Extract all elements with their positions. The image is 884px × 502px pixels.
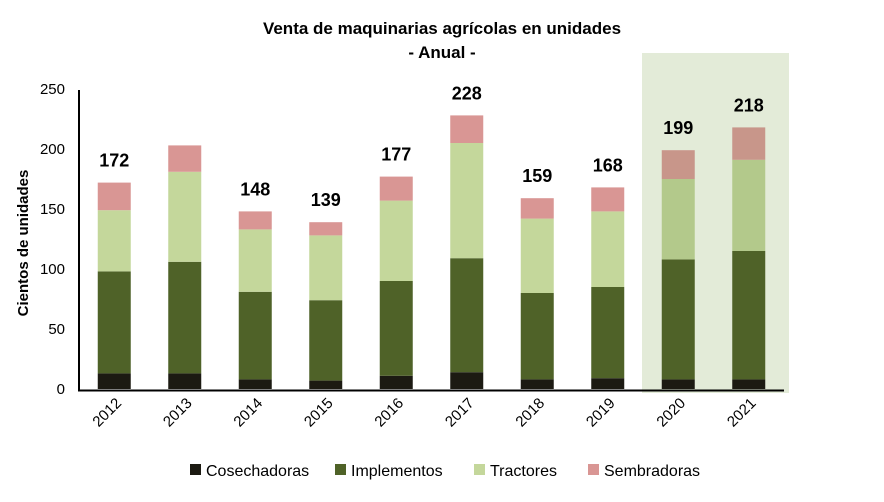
x-tick-label: 2020 <box>653 395 689 431</box>
bar-segment-sembradoras-2013 <box>168 145 202 172</box>
x-tick-label: 2014 <box>230 395 266 431</box>
y-axis-label: Cientos de unidades <box>15 170 32 317</box>
x-tick-label: 2012 <box>89 395 125 431</box>
x-tick-label: 2019 <box>583 395 619 431</box>
bar-segment-implementos-2015 <box>309 300 343 381</box>
total-label-2015: 139 <box>311 190 341 210</box>
total-label-2014: 148 <box>240 179 270 199</box>
y-axis-ticks: 0 50 100 150 200 250 <box>40 81 65 398</box>
total-labels: 172 148 139 177 228 159 168 199 218 <box>99 83 764 210</box>
legend-swatch-sembradoras <box>588 464 599 475</box>
bar-segment-tractores-2012 <box>97 210 131 272</box>
bar-segment-implementos-2016 <box>379 281 413 376</box>
chart-subtitle: - Anual - <box>408 43 475 62</box>
legend-label-implementos: Implementos <box>351 463 443 480</box>
bar-segment-tractores-2015 <box>309 235 343 301</box>
bar-segment-sembradoras-2021 <box>732 127 766 160</box>
y-tick-label: 250 <box>40 81 65 98</box>
bar-segment-implementos-2012 <box>97 271 131 374</box>
legend-label-sembradoras: Sembradoras <box>604 463 700 480</box>
x-tick-label: 2015 <box>301 395 337 431</box>
y-tick-label: 50 <box>48 321 65 338</box>
total-label-2020: 199 <box>663 118 693 138</box>
legend-swatch-cosechadoras <box>190 464 201 475</box>
x-tick-label: 2016 <box>371 395 407 431</box>
total-label-2017: 228 <box>452 83 482 103</box>
bar-segment-cosechadoras-2012 <box>97 373 131 389</box>
x-tick-label: 2018 <box>512 395 548 431</box>
bar-segment-cosechadoras-2015 <box>309 380 343 389</box>
bar-segment-cosechadoras-2016 <box>379 375 413 389</box>
legend: Cosechadoras Implementos Tractores Sembrado… <box>190 463 700 480</box>
bar-segment-tractores-2018 <box>520 218 554 293</box>
bar-segment-cosechadoras-2020 <box>661 379 695 389</box>
bar-segment-sembradoras-2014 <box>238 211 272 230</box>
bar-segment-tractores-2016 <box>379 200 413 281</box>
total-label-2012: 172 <box>99 151 129 171</box>
bar-segment-cosechadoras-2017 <box>450 372 484 389</box>
bar-segment-tractores-2020 <box>661 179 695 260</box>
legend-label-cosechadoras: Cosechadoras <box>206 463 309 480</box>
bar-segment-cosechadoras-2021 <box>732 379 766 389</box>
bar-segment-sembradoras-2016 <box>379 176 413 201</box>
x-tick-label: 2013 <box>160 395 196 431</box>
bar-segment-sembradoras-2020 <box>661 150 695 179</box>
x-tick-label: 2021 <box>724 395 760 431</box>
total-label-2018: 159 <box>522 166 552 186</box>
bar-segment-tractores-2021 <box>732 159 766 251</box>
legend-swatch-implementos <box>335 464 346 475</box>
bars <box>97 115 766 389</box>
bar-segment-sembradoras-2012 <box>97 182 131 211</box>
y-tick-label: 100 <box>40 261 65 278</box>
bar-segment-sembradoras-2017 <box>450 115 484 143</box>
legend-swatch-tractores <box>474 464 485 475</box>
bar-segment-cosechadoras-2018 <box>520 379 554 389</box>
bar-segment-implementos-2021 <box>732 251 766 380</box>
bar-segment-cosechadoras-2014 <box>238 379 272 389</box>
total-label-2019: 168 <box>593 155 623 175</box>
bar-segment-implementos-2017 <box>450 258 484 373</box>
legend-label-tractores: Tractores <box>490 463 557 480</box>
chart-title: Venta de maquinarias agrícolas en unidad… <box>263 19 621 38</box>
total-label-2021: 218 <box>734 95 764 115</box>
x-axis-ticks: 2012 2013 2014 2015 2016 2017 2018 2019 2020 2021 <box>89 395 759 431</box>
total-label-2016: 177 <box>381 145 411 165</box>
y-tick-label: 150 <box>40 201 65 218</box>
bar-segment-implementos-2020 <box>661 259 695 380</box>
bar-segment-sembradoras-2018 <box>520 198 554 219</box>
bar-segment-tractores-2019 <box>591 211 625 287</box>
bar-segment-implementos-2018 <box>520 293 554 380</box>
bar-segment-tractores-2013 <box>168 171 202 262</box>
bar-segment-tractores-2014 <box>238 229 272 292</box>
y-tick-label: 0 <box>57 381 65 398</box>
bar-segment-implementos-2013 <box>168 261 202 374</box>
y-tick-label: 200 <box>40 141 65 158</box>
bar-segment-tractores-2017 <box>450 143 484 259</box>
bar-segment-sembradoras-2019 <box>591 187 625 212</box>
bar-segment-cosechadoras-2013 <box>168 373 202 389</box>
bar-segment-implementos-2019 <box>591 287 625 379</box>
bar-segment-cosechadoras-2019 <box>591 378 625 389</box>
bar-segment-implementos-2014 <box>238 291 272 380</box>
x-tick-label: 2017 <box>442 395 478 431</box>
bar-segment-sembradoras-2015 <box>309 222 343 236</box>
